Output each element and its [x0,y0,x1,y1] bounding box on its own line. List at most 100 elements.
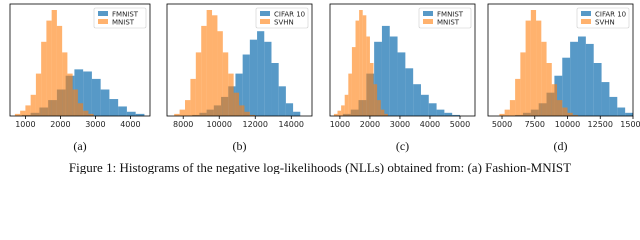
bar [62,52,68,116]
bar [83,71,92,116]
bar [126,111,136,116]
bar [179,109,186,116]
bar [285,103,294,116]
bar [271,63,279,116]
x-tick-label: 3000 [390,120,410,129]
bar [46,20,52,117]
bar [206,10,213,116]
caption: Figure 1: Histograms of the negative log… [69,160,571,174]
bar [217,31,223,117]
x-tick-label: 15000 [620,120,640,129]
x-tick-label: 8000 [173,120,193,129]
bar [570,41,578,116]
bar [14,113,21,116]
bar [337,110,342,116]
bar [374,41,382,116]
bar [609,96,618,116]
plot-frame [166,3,313,117]
bar [355,20,360,117]
legend-swatch [260,19,270,24]
bar [249,114,256,116]
bar [25,105,31,116]
x-tick-label: 3000 [85,120,105,129]
bar [554,75,563,116]
bar [51,10,57,116]
legend-swatch [98,11,108,16]
bar [222,52,229,116]
x-tick-label: 1000 [15,120,35,129]
bar [264,41,272,116]
x-tick-label: 14000 [279,120,304,129]
bar [35,73,42,116]
bar [436,109,445,116]
bar [91,78,101,116]
bar [617,107,626,116]
bar [520,52,526,116]
legend-label: MNIST [437,19,460,27]
plot-frame [487,3,634,117]
bar [562,57,571,116]
bar [601,82,610,116]
bar [278,86,286,116]
x-tick-label: 7500 [525,120,545,129]
bar [228,73,234,116]
legend-label: FMNIST [437,11,464,19]
bar [593,63,602,116]
bar [244,111,250,116]
subfigure-label: (c) [396,139,409,153]
legend-label: SVHN [274,19,294,27]
legend-label: SVHN [595,19,615,27]
legend-label: FMNIST [112,11,139,19]
bar [405,68,414,116]
bar [381,25,390,116]
bar [333,113,338,116]
bar [366,36,370,116]
legend-swatch [423,19,433,24]
plot-frame [9,3,151,117]
subfigure-label: (a) [73,139,86,153]
bar [504,109,510,116]
bar [452,114,460,116]
histogram [499,10,633,117]
bar [515,78,521,116]
legend-swatch [423,11,433,16]
bar [362,15,367,116]
bar [344,94,349,116]
bar [420,94,429,116]
bar [72,89,78,116]
bar [536,20,542,117]
bar [249,39,258,116]
bar [369,63,374,116]
bar [41,41,47,116]
bar [20,110,26,116]
bar [74,69,84,116]
bar [509,100,516,116]
bar [190,78,196,116]
bar [351,47,356,116]
legend-swatch [581,19,591,24]
bar [380,109,385,116]
x-tick-label: 2000 [360,120,380,129]
bar [541,41,547,116]
bar [525,20,531,117]
bar [67,73,73,116]
histogram [333,10,460,117]
subfigure-label: (d) [554,139,568,153]
bar [341,105,345,116]
legend-swatch [581,11,591,16]
bar [77,103,84,116]
bar [56,25,63,116]
bar [389,36,398,116]
bar [557,100,563,116]
bar [625,112,633,116]
histogram [174,10,301,117]
bar [88,113,94,116]
bar [359,10,363,116]
bar [257,31,265,117]
x-tick-label: 10000 [555,120,580,129]
bar [239,105,245,116]
bar [293,111,301,116]
bar [444,112,453,116]
bar [562,107,568,116]
x-tick-label: 4000 [420,120,440,129]
